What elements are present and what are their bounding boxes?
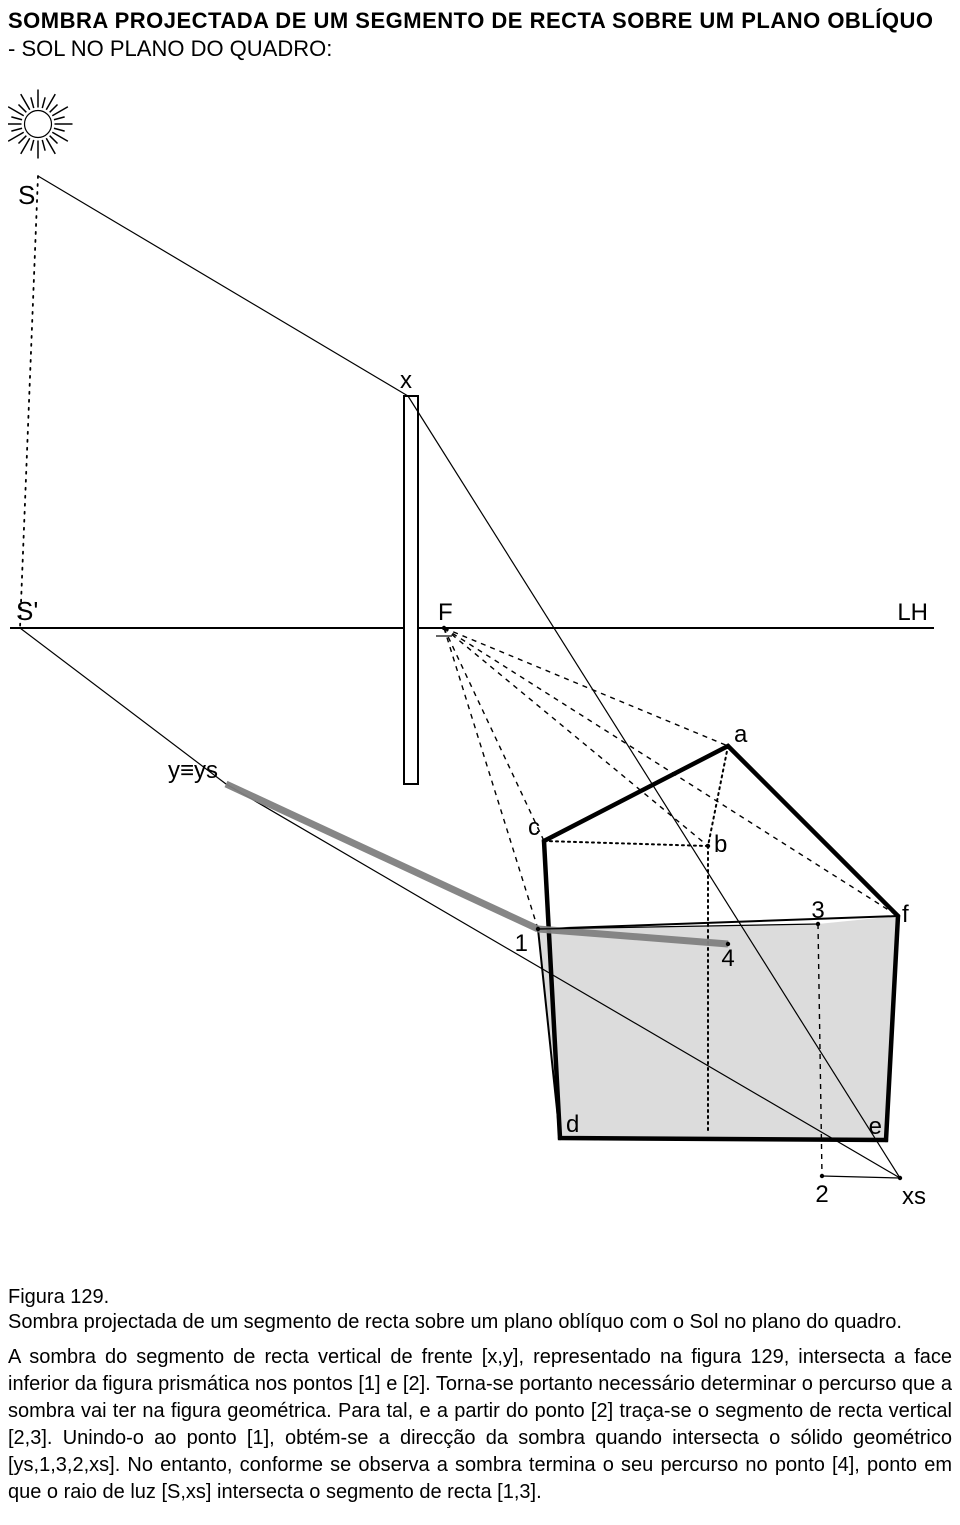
page-subtitle: - SOL NO PLANO DO QUADRO: (8, 36, 952, 62)
svg-text:xs: xs (902, 1183, 926, 1210)
svg-text:a: a (734, 721, 748, 748)
svg-text:F: F (438, 599, 453, 626)
svg-text:S: S (18, 180, 35, 210)
svg-text:1: 1 (515, 930, 528, 957)
svg-text:x: x (400, 367, 412, 394)
figure-number: Figura 129. (8, 1286, 952, 1309)
svg-text:4: 4 (721, 945, 734, 972)
svg-text:c: c (528, 814, 540, 841)
svg-text:e: e (869, 1113, 882, 1140)
page-title: SOMBRA PROJECTADA DE UM SEGMENTO DE RECT… (8, 8, 952, 34)
figure-caption: Sombra projectada de um segmento de rect… (8, 1311, 952, 1334)
svg-text:f: f (902, 901, 909, 928)
svg-text:3: 3 (811, 897, 824, 924)
svg-text:b: b (714, 831, 727, 858)
svg-text:y≡ys: y≡ys (168, 757, 218, 784)
svg-text:LH: LH (897, 599, 928, 626)
geometry-diagram: S S' x F LH y≡ys a b c d e f 1 4 3 2 xs (8, 66, 952, 1286)
svg-text:S': S' (16, 596, 38, 626)
body-paragraph: A sombra do segmento de recta vertical d… (8, 1344, 952, 1506)
svg-text:2: 2 (815, 1181, 828, 1208)
svg-text:d: d (566, 1111, 579, 1138)
